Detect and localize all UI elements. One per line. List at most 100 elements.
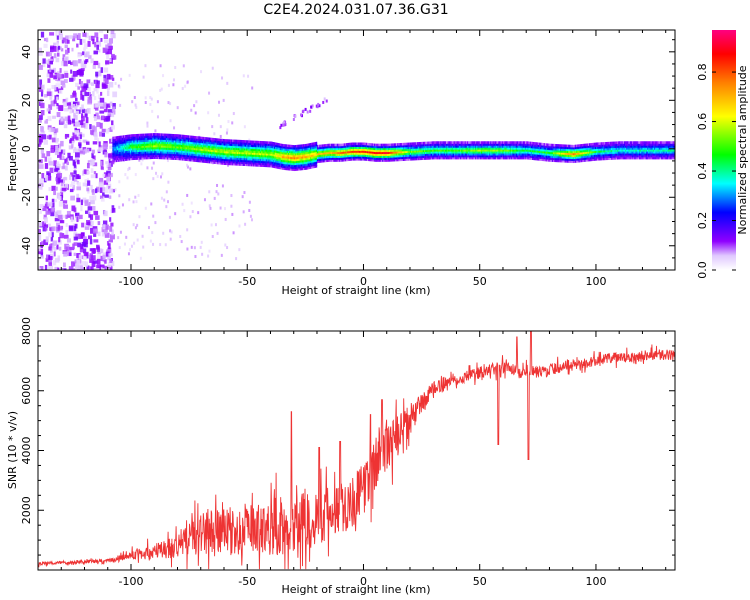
ridge-cell (499, 156, 501, 160)
ridge-cell (321, 150, 324, 153)
ridge-cell (504, 149, 506, 152)
noise-cell (72, 36, 76, 42)
ridge-cell (435, 156, 437, 160)
ridge-cell (220, 152, 222, 155)
ridge-cell (371, 154, 374, 158)
noise-cell (44, 163, 49, 169)
ridge-cell (215, 153, 218, 157)
ridge-cell (394, 152, 397, 156)
noise-cell (62, 98, 67, 104)
ridge-cell (236, 163, 239, 166)
noise-cell (38, 248, 44, 255)
ridge-cell (147, 152, 149, 156)
ridge-cell (444, 143, 447, 146)
noise-cell (92, 248, 96, 254)
noise-cell (70, 69, 73, 74)
ridge-cell (426, 153, 428, 156)
ridge-cell (161, 150, 163, 154)
ridge-cell (182, 154, 184, 157)
ridge-cell (192, 157, 195, 160)
noise-cell (96, 88, 99, 94)
ridge-cell (361, 156, 363, 159)
ridge-cell (142, 151, 145, 154)
ridge-cell (241, 147, 243, 151)
ridge-cell (290, 168, 292, 171)
ridge-cell (342, 151, 344, 154)
faint-cell (191, 210, 194, 214)
faint-cell (167, 180, 170, 184)
noise-cell (93, 239, 99, 243)
ridge-cell (325, 149, 327, 153)
ridge-cell (137, 155, 140, 158)
ridge-cell (191, 141, 193, 145)
ridge-cell (492, 141, 494, 144)
ridge-cell (319, 154, 321, 157)
ridge-cell (192, 151, 195, 154)
ridge-cell (406, 148, 408, 152)
ridge-cell (376, 143, 378, 147)
ridge-cell (283, 165, 285, 168)
noise-cell (53, 46, 57, 52)
ridge-cell (164, 147, 167, 150)
ridge-cell (490, 141, 492, 144)
faint-cell (251, 86, 254, 90)
noise-cell (56, 226, 59, 232)
noise-cell (45, 118, 49, 124)
ridge-cell (479, 143, 482, 146)
ridge-cell (129, 157, 132, 161)
ridge-cell (228, 160, 231, 164)
ridge-cell (169, 135, 171, 139)
ridge-cell (284, 157, 286, 161)
ridge-cell (315, 151, 318, 155)
ridge-cell (265, 143, 268, 146)
faint-cell (167, 101, 170, 105)
ridge-cell (402, 158, 405, 161)
ridge-cell (155, 146, 157, 150)
ridge-cell (377, 159, 379, 162)
ridge-cell (505, 147, 507, 150)
noise-cell (65, 246, 69, 251)
ridge-cell (196, 149, 198, 153)
ridge-cell (125, 148, 127, 152)
ridge-cell (129, 153, 132, 157)
ridge-cell (258, 158, 261, 161)
noise-cell (106, 176, 111, 183)
ridge-cell (323, 151, 326, 155)
ridge-cell (278, 158, 281, 162)
ridge-cell (387, 157, 390, 160)
ridge-cell (292, 148, 294, 152)
faint-cell (244, 222, 247, 226)
ridge-cell (347, 150, 349, 154)
ridge-cell (157, 156, 160, 160)
ridge-cell (371, 147, 374, 150)
ridge-cell (361, 154, 363, 157)
ridge-cell (222, 158, 225, 161)
ridge-cell (168, 147, 170, 150)
ridge-cell (179, 155, 182, 159)
ridge-cell (470, 150, 472, 154)
ridge-cell (519, 143, 521, 146)
noise-cell (109, 234, 115, 240)
noise-cell (81, 115, 85, 122)
ridge-cell (327, 155, 329, 159)
ridge-cell (155, 133, 157, 136)
noise-cell (42, 205, 47, 212)
ridge-cell (436, 152, 439, 156)
ridge-cell (513, 152, 515, 156)
ridge-cell (124, 152, 126, 156)
ridge-cell (133, 151, 135, 155)
noise-cell (61, 166, 67, 170)
noise-cell (72, 132, 77, 139)
ridge-cell (466, 152, 469, 156)
ridge-cell (153, 138, 155, 142)
ridge-cell (135, 151, 138, 155)
ridge-cell (348, 144, 350, 148)
ridge-cell (174, 137, 176, 141)
ridge-cell (272, 161, 275, 164)
noise-cell (105, 60, 110, 65)
noise-cell (83, 169, 87, 174)
ridge-cell (156, 154, 158, 158)
ridge-cell (365, 158, 368, 161)
ridge-cell (243, 142, 246, 145)
ridge-cell (204, 142, 206, 146)
